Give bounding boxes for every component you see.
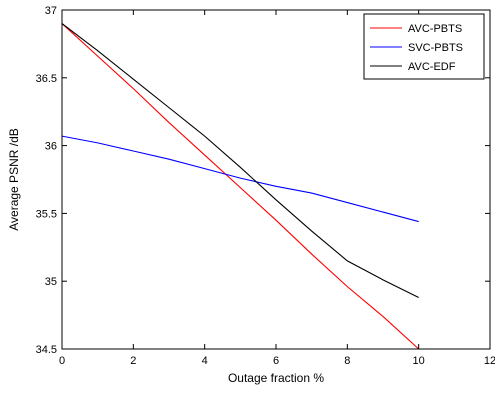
y-tick-label: 36 [45,141,57,153]
series-line-svc-pbts [61,135,419,223]
x-tick-label: 6 [273,355,279,367]
y-axis-label: Average PSNR /dB [7,128,21,231]
x-tick-label: 2 [130,355,136,367]
x-tick-label: 12 [484,355,495,367]
y-tick-label: 34.5 [36,344,57,356]
x-tick-label: 4 [202,355,208,367]
series-layer [61,23,420,350]
series-line-avc-pbts [61,23,420,350]
y-tick-label: 35 [45,276,57,288]
x-tick-label: 8 [344,355,350,367]
y-tick-label: 35.5 [36,208,57,220]
axes-box [61,9,491,350]
legend-label: AVC-PBTS [408,23,462,35]
legend: AVC-PBTS SVC-PBTS AVC-EDF [363,13,485,80]
legend-label: AVC-EDF [408,61,456,73]
legend-label: SVC-PBTS [408,42,463,54]
series-line-avc-edf [61,23,419,298]
x-tick-label: 10 [413,355,425,367]
x-tick-label: 0 [59,355,65,367]
y-tick-label: 37 [45,5,57,17]
y-tick-label: 36.5 [36,73,57,85]
x-axis-label: Outage fraction % [228,371,324,385]
